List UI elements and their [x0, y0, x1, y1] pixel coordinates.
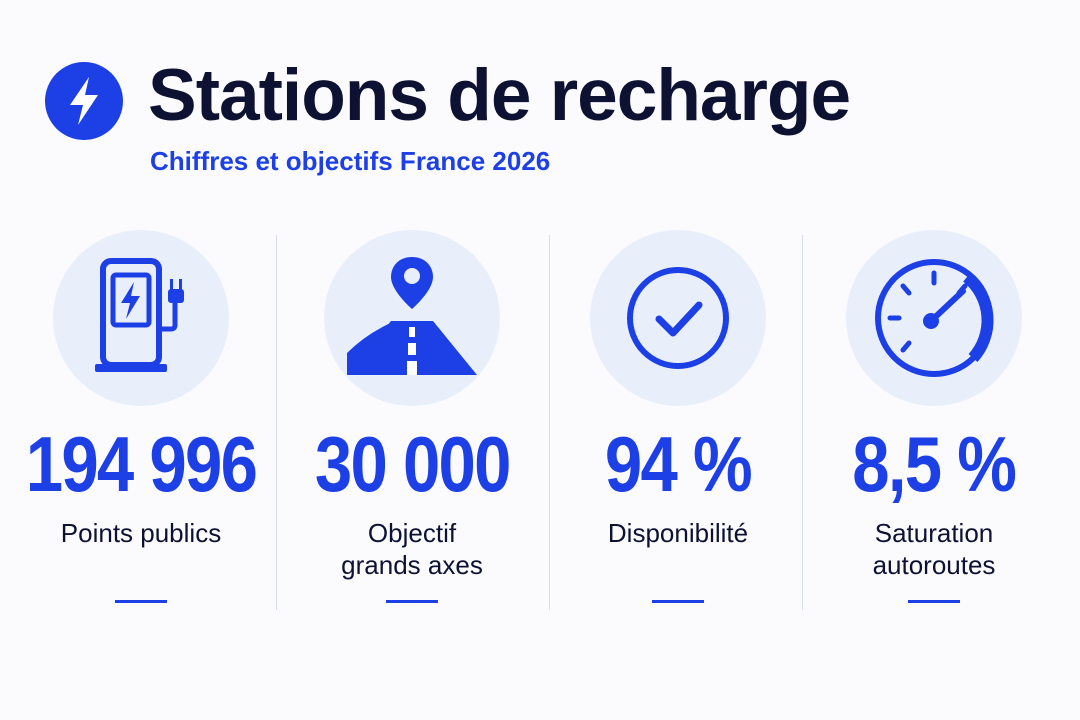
- icon-circle: [846, 230, 1022, 406]
- stat-saturation-autoroutes: 8,5 % Saturation autoroutes: [799, 230, 1069, 603]
- stat-label: Disponibilité: [607, 517, 749, 548]
- stat-disponibilite: 94 % Disponibilité: [543, 230, 813, 603]
- stat-objectif-grands-axes: 30 000 Objectif grands axes: [277, 230, 547, 603]
- page-subtitle: Chiffres et objectifs France 2026: [150, 146, 551, 176]
- icon-circle: [324, 230, 500, 406]
- lightning-bolt-icon: [70, 77, 98, 125]
- page-title: Stations de recharge: [148, 55, 851, 136]
- stat-value: 194 996: [25, 420, 258, 508]
- stat-underline: [652, 599, 704, 603]
- stat-underline: [386, 599, 438, 603]
- column-divider: [802, 235, 803, 610]
- header-logo: [45, 62, 123, 140]
- stat-underline: [908, 599, 960, 603]
- column-divider: [549, 235, 550, 610]
- stat-label: Points publics: [60, 517, 222, 548]
- stat-value: 94 %: [604, 420, 753, 508]
- column-divider: [276, 235, 277, 610]
- highway-location-icon: [347, 257, 477, 375]
- check-circle-icon: [627, 267, 729, 369]
- stat-value: 8,5 %: [852, 420, 1018, 508]
- stat-value: 30 000: [314, 420, 512, 508]
- stat-label: Objectif grands axes: [341, 517, 483, 580]
- stat-underline: [115, 599, 167, 603]
- icon-circle: [53, 230, 229, 406]
- icon-circle: [590, 230, 766, 406]
- stat-label: Saturation autoroutes: [872, 517, 996, 580]
- charging-station-icon: [95, 258, 184, 372]
- speedometer-icon: [875, 259, 994, 377]
- stat-points-publics: 194 996 Points publics: [6, 230, 276, 603]
